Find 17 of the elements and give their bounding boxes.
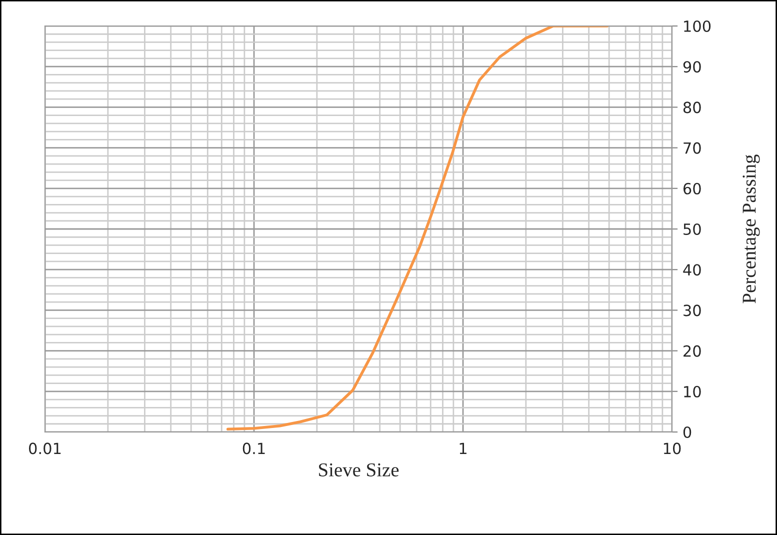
y-tick-label: 0 <box>683 426 692 438</box>
y-tick-label: 90 <box>683 61 701 73</box>
y-tick-label: 10 <box>684 386 701 398</box>
y-tick-label: 60 <box>683 182 701 194</box>
x-axis-title: Sieve Size <box>319 463 399 476</box>
x-tick-label: 1 <box>460 442 466 454</box>
y-tick-label: 50 <box>684 223 701 236</box>
x-tick-label: 10 <box>664 442 681 454</box>
y-tick-label: 80 <box>683 102 701 114</box>
y-tick-label: 70 <box>684 142 701 154</box>
y-tick-label: 20 <box>684 345 701 357</box>
x-tick-label: 0.01 <box>29 442 61 454</box>
y-tick-label: 100 <box>684 20 711 32</box>
y-tick-label: 30 <box>684 304 701 316</box>
x-tick-label: 0.1 <box>242 442 265 454</box>
y-axis-title: Percentage Passing <box>742 154 760 304</box>
y-tick-label: 40 <box>683 264 701 276</box>
